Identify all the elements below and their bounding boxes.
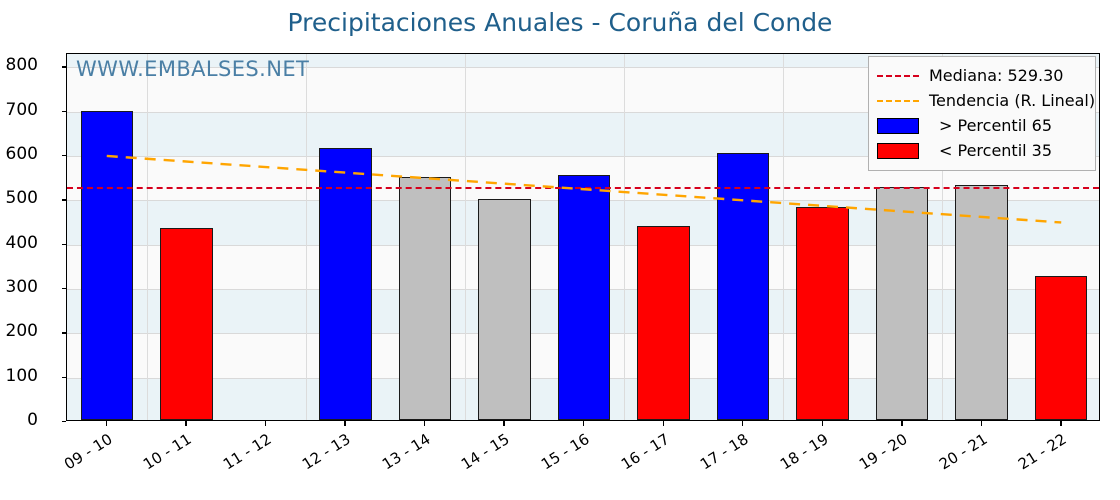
gridline-v: [623, 54, 625, 420]
page-title: Precipitaciones Anuales - Coruña del Con…: [287, 8, 833, 37]
x-tick-label: 15 - 16: [537, 430, 593, 474]
bar[interactable]: [557, 175, 611, 420]
bar[interactable]: [637, 226, 690, 420]
y-tick-mark: [62, 110, 66, 113]
background-band: [67, 54, 1099, 68]
x-tick-label: 12 - 13: [299, 430, 354, 474]
x-tick-label: 09 - 10: [60, 430, 116, 474]
trend-line: [106, 154, 1062, 224]
y-tick-label: 300: [5, 276, 38, 297]
x-tick-mark: [583, 421, 585, 426]
median-dash-icon: [877, 74, 919, 77]
x-tick-label: 14 - 15: [458, 430, 513, 474]
gridline-v: [464, 54, 466, 420]
gridline-v: [146, 54, 148, 420]
bar[interactable]: [716, 153, 770, 420]
x-tick-mark: [423, 421, 426, 426]
legend-label-above-p65: > Percentil 65: [939, 116, 1053, 135]
gridline-h: [67, 155, 1099, 157]
x-tick-mark: [105, 421, 108, 426]
x-tick-label: 18 - 19: [776, 430, 832, 474]
gridline-h: [67, 67, 1099, 69]
x-tick-label: 17 - 18: [697, 430, 752, 474]
gridline-v: [305, 54, 307, 420]
gridline-v: [941, 54, 943, 420]
legend-label-median: Mediana: 529.30: [929, 66, 1064, 85]
x-tick-label: 13 - 14: [378, 430, 434, 474]
x-tick-mark: [185, 421, 187, 426]
legend-item-trend: Tendencia (R. Lineal): [877, 88, 1095, 113]
y-tick-label: 600: [5, 143, 38, 164]
bar[interactable]: [319, 147, 372, 420]
bar[interactable]: [80, 110, 133, 420]
y-tick-mark: [62, 154, 66, 157]
y-tick-mark: [62, 421, 66, 423]
bar[interactable]: [478, 199, 531, 420]
legend-label-trend: Tendencia (R. Lineal): [929, 91, 1096, 110]
y-tick-label: 0: [27, 410, 38, 430]
legend-label-below-p35: < Percentil 35: [939, 141, 1053, 160]
x-tick-label: 11 - 12: [219, 430, 275, 474]
watermark: WWW.EMBALSES.NET: [76, 57, 310, 81]
y-tick-label: 700: [5, 99, 38, 120]
y-tick-label: 200: [5, 321, 38, 342]
x-tick-label: 20 - 21: [935, 430, 991, 474]
y-tick-mark: [62, 376, 66, 379]
legend-item-below-p35: < Percentil 35: [877, 138, 1087, 163]
y-tick-mark: [62, 287, 66, 290]
x-tick-mark: [662, 421, 664, 426]
x-tick-mark: [1060, 421, 1062, 426]
bar[interactable]: [1034, 276, 1088, 420]
y-tick-mark: [62, 243, 66, 246]
legend: Mediana: 529.30 Tendencia (R. Lineal) > …: [868, 56, 1096, 171]
x-tick-label: 19 - 20: [856, 430, 911, 474]
bar[interactable]: [398, 176, 452, 420]
x-tick-mark: [980, 421, 983, 426]
y-tick-label: 100: [5, 365, 38, 386]
y-tick-label: 800: [5, 55, 38, 76]
x-tick-mark: [742, 421, 744, 426]
y-tick-label: 500: [5, 188, 38, 209]
gridline-h: [67, 111, 1099, 113]
x-tick-mark: [344, 421, 346, 426]
x-tick-mark: [503, 421, 505, 426]
y-tick-mark: [62, 332, 66, 334]
blue-swatch-icon: [877, 117, 919, 134]
x-tick-label: 10 - 11: [140, 430, 195, 474]
x-tick-label: 16 - 17: [617, 430, 673, 474]
red-swatch-icon: [877, 142, 919, 159]
y-tick-label: 400: [5, 232, 38, 253]
gridline-v: [782, 54, 784, 420]
legend-item-median: Mediana: 529.30: [877, 63, 1087, 88]
x-tick-mark: [264, 421, 267, 426]
legend-item-above-p65: > Percentil 65: [877, 113, 1087, 138]
x-tick-mark: [821, 421, 823, 426]
bar[interactable]: [875, 186, 929, 420]
y-tick-mark: [62, 66, 66, 68]
trend-dash-icon: [877, 99, 919, 102]
x-tick-label: 21 - 22: [1015, 430, 1070, 474]
bar[interactable]: [160, 228, 213, 420]
y-tick-mark: [62, 199, 66, 201]
bar[interactable]: [955, 184, 1008, 420]
bar[interactable]: [796, 207, 849, 420]
x-tick-mark: [901, 421, 903, 426]
